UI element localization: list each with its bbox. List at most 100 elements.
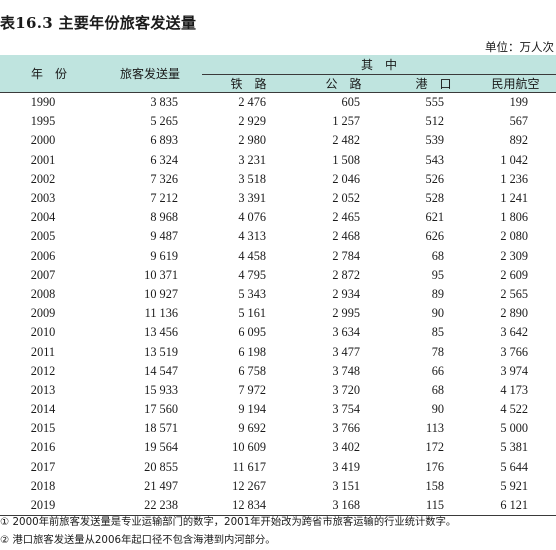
cell-air: 5 381 [500,440,529,455]
cell-year: 2002 [30,171,56,186]
cell-port: 68 [431,248,444,263]
cell-year: 2010 [30,325,56,340]
cell-year: 2008 [30,286,56,301]
cell-rail: 4 076 [238,210,266,225]
cell-air: 3 766 [500,344,529,359]
cell-rail: 4 795 [238,267,266,282]
cell-air: 1 042 [500,152,529,167]
cell-air: 5 000 [500,421,529,436]
cell-year: 2016 [30,440,56,455]
cell-rail: 12 267 [232,478,266,493]
table-row: 1990 3 835 2 476 605 555 199 [0,93,556,113]
footnote-1: ① 2000年前旅客发送量是专业运输部门的数字，2001年开始改为跨省市旅客运输… [0,516,457,528]
table-row: 2009 11 136 5 161 2 995 90 2 890 [0,304,556,323]
cell-total: 13 456 [144,325,178,340]
cell-port: 543 [425,152,444,167]
cell-total: 5 265 [150,114,178,129]
cell-year: 2014 [30,402,56,417]
cell-port: 89 [431,286,444,301]
header-port: 港 口 [392,74,475,93]
cell-port: 626 [425,229,444,244]
cell-total: 18 571 [144,421,178,436]
cell-total: 6 893 [150,133,178,148]
header-road: 公 路 [295,74,392,93]
cell-road: 2 468 [332,229,360,244]
table-row: 2006 9 619 4 458 2 784 68 2 309 [0,247,556,266]
table-row: 2015 18 571 9 692 3 766 113 5 000 [0,419,556,438]
table-row: 2012 14 547 6 758 3 748 66 3 974 [0,362,556,381]
cell-rail: 10 609 [232,440,266,455]
header-air: 民用航空 [475,74,556,93]
table-row: 2017 20 855 11 617 3 419 176 5 644 [0,458,556,477]
cell-road: 3 754 [332,402,360,417]
cell-air: 2 309 [500,248,529,263]
cell-port: 172 [425,440,444,455]
cell-road: 3 168 [295,495,392,517]
cell-total: 7 212 [150,191,178,206]
cell-rail: 4 313 [238,229,266,244]
cell-road: 2 482 [332,133,360,148]
cell-year: 2004 [30,210,56,225]
cell-rail: 2 929 [238,114,266,129]
cell-rail: 5 343 [238,286,266,301]
cell-air: 3 974 [500,363,529,378]
cell-year: 1995 [30,114,56,129]
cell-total: 13 519 [144,344,178,359]
cell-road: 2 052 [332,191,360,206]
table-row: 2002 7 326 3 518 2 046 526 1 236 [0,170,556,189]
cell-air: 2 609 [500,267,529,282]
cell-port: 95 [431,267,444,282]
cell-port: 555 [425,95,444,110]
footnote-2: ② 港口旅客发送量从2006年起口径不包含海港到内河部分。 [0,533,276,546]
cell-port: 85 [431,325,444,340]
cell-year: 2001 [30,152,56,167]
cell-road: 3 402 [332,440,360,455]
cell-rail: 4 458 [238,248,266,263]
cell-air: 892 [509,133,529,148]
cell-total: 10 371 [144,267,178,282]
table-row: 1995 5 265 2 929 1 257 512 567 [0,112,556,131]
cell-rail: 9 194 [238,402,266,417]
cell-air: 4 522 [500,402,529,417]
cell-port: 113 [426,421,444,436]
cell-rail: 5 161 [238,306,266,321]
cell-year: 2018 [30,478,56,493]
table-body: 1990 3 835 2 476 605 555 199 1995 5 265 2 929 1 2… [0,93,556,517]
table-row: 2008 10 927 5 343 2 934 89 2 565 [0,285,556,304]
cell-year: 2015 [30,421,56,436]
table-row: 2003 7 212 3 391 2 052 528 1 241 [0,189,556,208]
cell-air: 199 [509,95,529,110]
footnotes: ① 2000年前旅客发送量是专业运输部门的数字，2001年开始改为跨省市旅客运输… [0,514,456,549]
cell-rail: 6 758 [238,363,266,378]
cell-rail: 3 231 [238,152,266,167]
cell-road: 2 046 [332,171,360,186]
cell-rail: 9 692 [238,421,266,436]
cell-year: 2005 [30,229,56,244]
table-row: 2018 21 497 12 267 3 151 158 5 921 [0,477,556,496]
cell-rail: 3 518 [238,171,266,186]
cell-air: 1 236 [500,171,529,186]
cell-total: 15 933 [144,382,178,397]
cell-road: 605 [341,95,360,110]
cell-road: 1 257 [332,114,360,129]
table-title: 表16.3 主要年份旅客发送量 [0,14,197,32]
cell-total: 20 855 [144,459,178,474]
cell-total: 6 324 [150,152,178,167]
cell-port: 68 [431,382,444,397]
cell-port: 526 [425,171,444,186]
cell-port: 78 [431,344,444,359]
table-row: 2005 9 487 4 313 2 468 626 2 080 [0,227,556,246]
cell-total: 21 497 [144,478,178,493]
cell-road: 3 634 [332,325,360,340]
cell-rail: 3 391 [238,191,266,206]
cell-air: 2 080 [500,229,529,244]
cell-year: 2012 [30,363,56,378]
cell-year: 2003 [30,191,56,206]
cell-rail: 7 972 [238,382,266,397]
cell-road: 3 477 [332,344,360,359]
cell-road: 2 872 [332,267,360,282]
cell-total: 7 326 [150,171,178,186]
cell-rail: 11 617 [232,459,266,474]
table-row: 2014 17 560 9 194 3 754 90 4 522 [0,400,556,419]
cell-road: 1 508 [332,152,360,167]
